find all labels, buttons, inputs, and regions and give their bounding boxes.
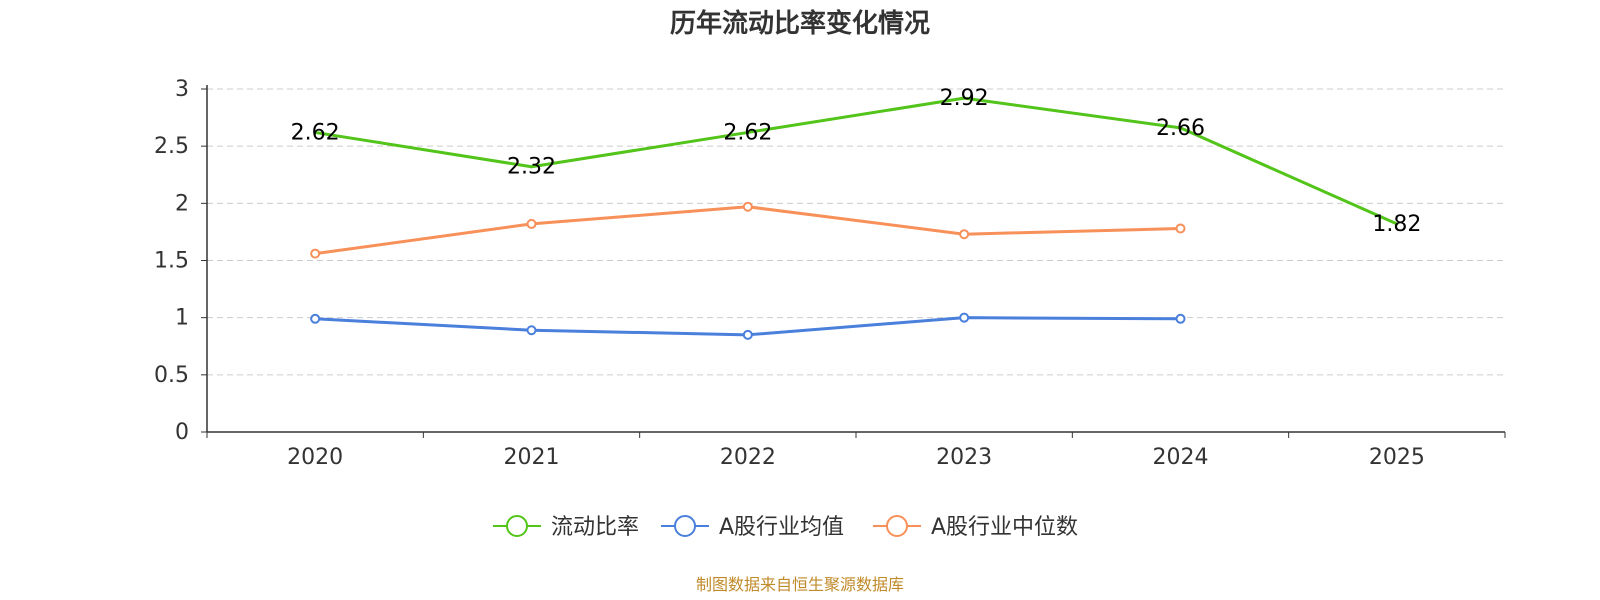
legend-label: A股行业均值 — [719, 515, 844, 540]
legend-marker — [886, 515, 908, 537]
legend-marker — [506, 515, 528, 537]
legend-item: 流动比率 — [493, 515, 639, 540]
series-layer — [310, 96, 1399, 340]
data-point — [1395, 222, 1399, 226]
data-point — [530, 165, 533, 169]
data-label: 2.62 — [291, 120, 340, 145]
data-point — [526, 218, 537, 229]
data-point — [1175, 313, 1186, 324]
data-point — [742, 201, 753, 212]
data-label: 1.82 — [1372, 212, 1421, 237]
data-point — [959, 312, 970, 323]
x-tick-label: 2020 — [287, 445, 343, 470]
x-tick-label: 2022 — [720, 445, 776, 470]
y-tick-label: 1.5 — [154, 249, 189, 274]
data-label: 2.32 — [507, 155, 556, 180]
x-tick-label: 2025 — [1369, 445, 1425, 470]
data-point — [313, 130, 317, 134]
y-tick-label: 0.5 — [154, 363, 189, 388]
series-line-0 — [314, 96, 1398, 226]
data-point — [310, 248, 321, 259]
data-point — [959, 229, 970, 240]
chart-title: 历年流动比率变化情况 — [670, 8, 930, 39]
legend-label: 流动比率 — [551, 515, 639, 540]
y-tick-label: 3 — [175, 77, 189, 102]
y-tick-label: 2.5 — [154, 134, 189, 159]
data-labels: 2.62 2.32 2.62 2.92 2.66 1.82 — [291, 86, 1422, 237]
data-point — [742, 329, 753, 340]
y-tick-label: 1 — [175, 306, 189, 331]
y-tick-label: 2 — [175, 191, 189, 216]
legend-marker — [674, 515, 696, 537]
y-tick-label: 0 — [175, 420, 189, 445]
data-point — [1175, 223, 1186, 234]
x-tick-label: 2024 — [1153, 445, 1209, 470]
grid-lines — [207, 88, 1505, 376]
data-point — [526, 325, 537, 336]
data-point — [1179, 126, 1182, 130]
x-tick-label: 2021 — [504, 445, 560, 470]
data-point — [310, 313, 321, 324]
axes: 0 0.5 1 1.5 2 2.5 3 2020 2021 2022 2023 2024 2025 — [154, 77, 1506, 470]
data-point — [962, 96, 966, 100]
legend-item: A股行业中位数 — [873, 515, 1078, 540]
series-line-2 — [314, 205, 1181, 256]
x-tick-label: 2023 — [936, 445, 992, 470]
data-point — [746, 130, 750, 134]
data-label: 2.92 — [940, 86, 989, 111]
data-label: 2.62 — [723, 120, 772, 145]
data-label: 2.66 — [1156, 116, 1205, 141]
legend-item: A股行业均值 — [661, 515, 844, 540]
source-note: 制图数据来自恒生聚源数据库 — [696, 575, 904, 594]
legend: 流动比率 A股行业均值 A股行业中位数 — [493, 515, 1078, 540]
legend-label: A股行业中位数 — [931, 515, 1078, 540]
